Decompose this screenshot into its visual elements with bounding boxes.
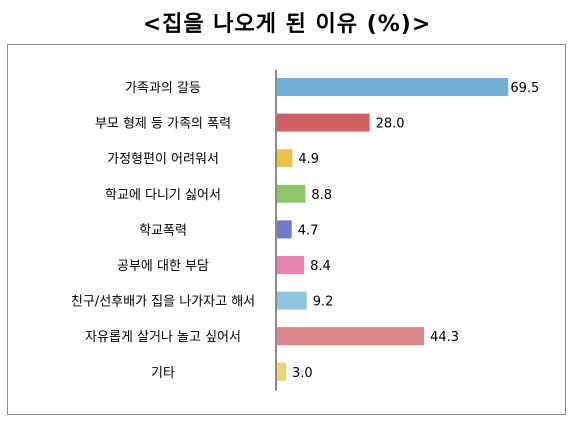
category-label: 가족과의 갈등 [125, 81, 201, 96]
value-label: 8.4 [310, 259, 331, 274]
value-label: 69.5 [510, 81, 539, 96]
value-label: 9.2 [313, 295, 334, 310]
value-label: 4.9 [298, 152, 319, 167]
chart-title: <집을 나오게 된 이유 (%)> [142, 12, 432, 37]
category-label: 공부에 대한 부담 [117, 259, 209, 274]
bar [276, 184, 306, 203]
value-label: 28.0 [376, 117, 405, 132]
category-label: 학교폭력 [139, 223, 187, 238]
category-label: 자유롭게 살거나 놀고 싶어서 [85, 330, 241, 345]
bar [276, 362, 287, 381]
category-label: 친구/선후배가 집을 나가자고 해서 [71, 295, 255, 310]
category-label: 부모 형제 등 가족의 폭력 [95, 117, 231, 132]
category-label: 학교에 다니기 싫어서 [105, 188, 221, 203]
value-label: 3.0 [292, 366, 313, 381]
category-label: 가정형편이 어려워서 [107, 152, 219, 167]
value-label: 44.3 [430, 330, 459, 345]
bar [276, 149, 293, 168]
bar [276, 327, 425, 346]
bar [276, 220, 292, 239]
chart-frame [7, 44, 566, 415]
bar [276, 291, 307, 310]
bar [276, 113, 370, 132]
value-label: 8.8 [311, 188, 332, 203]
value-label: 4.7 [298, 223, 319, 238]
category-label: 기타 [151, 366, 175, 381]
bar [276, 256, 305, 274]
bar [276, 78, 509, 96]
